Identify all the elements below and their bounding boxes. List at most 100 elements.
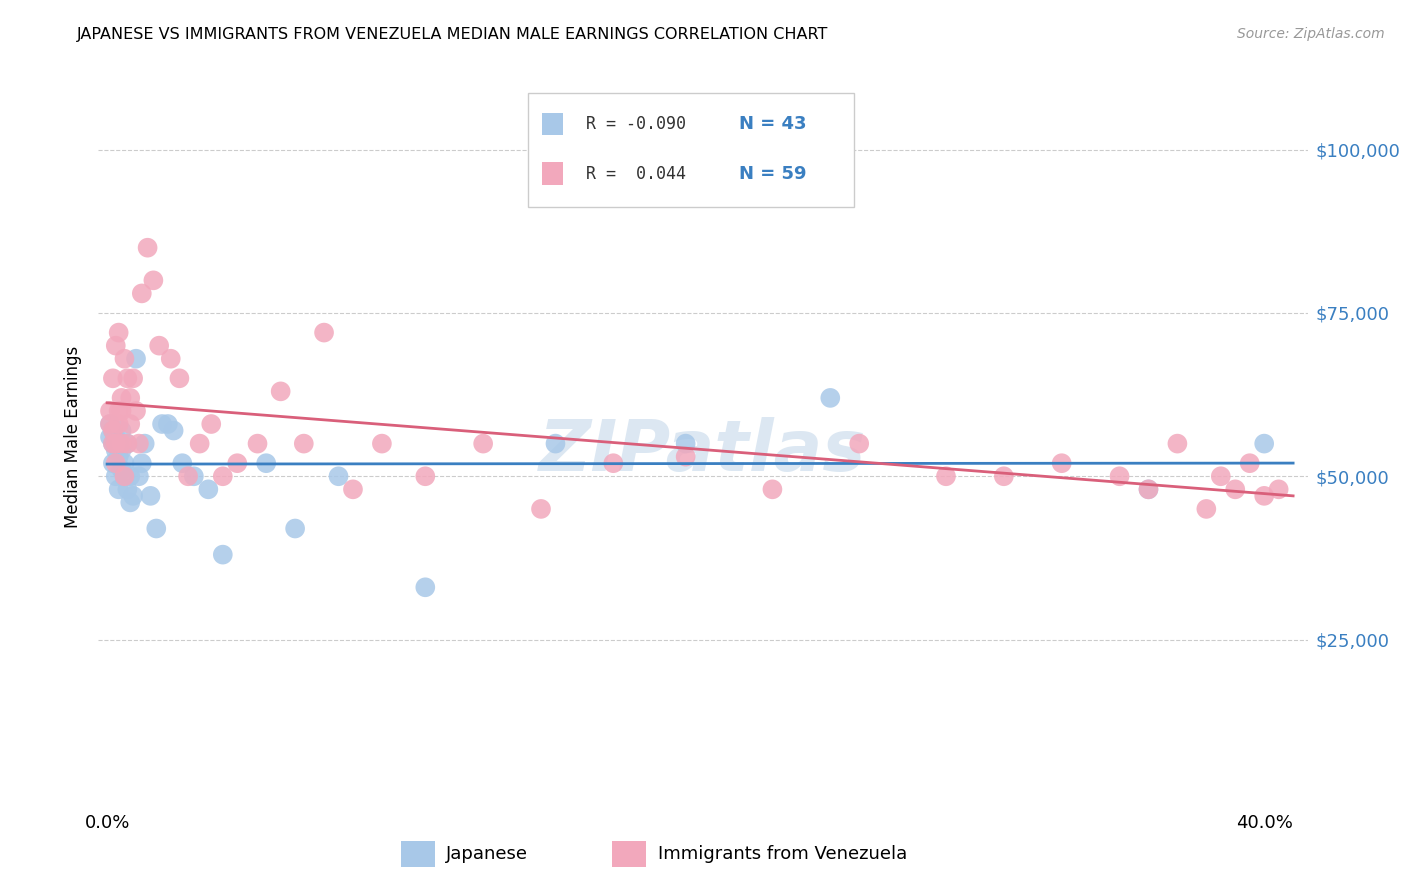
Point [117, 483, 139, 497]
Point [148, 338, 170, 352]
Point [544, 436, 567, 450]
Point [134, 436, 156, 450]
Point [1253, 436, 1275, 450]
Bar [613, 841, 647, 867]
Point [270, 384, 292, 399]
Point [1209, 469, 1232, 483]
Point [117, 436, 139, 450]
Text: N = 43: N = 43 [740, 115, 807, 133]
Point [246, 436, 269, 450]
Point [98, 404, 121, 418]
Point [284, 521, 307, 535]
Text: Source: ZipAtlas.com: Source: ZipAtlas.com [1237, 27, 1385, 41]
Point [159, 351, 181, 366]
Point [183, 469, 205, 483]
Point [98, 417, 121, 431]
Y-axis label: Median Male Earnings: Median Male Earnings [65, 346, 83, 528]
Point [131, 456, 153, 470]
Point [122, 489, 145, 503]
Text: Immigrants from Venezuela: Immigrants from Venezuela [658, 845, 907, 863]
Point [142, 273, 165, 287]
Point [110, 463, 132, 477]
Point [472, 436, 495, 450]
Text: ZIPatlas: ZIPatlas [540, 417, 866, 486]
Point [101, 436, 124, 450]
Text: R =  0.044: R = 0.044 [586, 165, 686, 183]
Point [312, 326, 335, 340]
Point [145, 521, 167, 535]
Point [114, 351, 136, 366]
Point [107, 326, 129, 340]
Point [104, 443, 127, 458]
Point [98, 417, 121, 431]
Point [1137, 483, 1160, 497]
Point [120, 417, 142, 431]
Point [1253, 489, 1275, 503]
Point [675, 450, 697, 464]
Point [131, 286, 153, 301]
Point [848, 436, 870, 450]
Point [1195, 502, 1218, 516]
Point [114, 469, 136, 483]
Point [197, 483, 219, 497]
Point [1108, 469, 1130, 483]
Point [211, 469, 233, 483]
Point [98, 430, 121, 444]
Point [136, 241, 159, 255]
Point [169, 371, 191, 385]
Point [602, 456, 624, 470]
Bar [527, 94, 855, 207]
Point [104, 469, 127, 483]
Point [530, 502, 553, 516]
Point [935, 469, 957, 483]
Point [104, 430, 127, 444]
Text: Japanese: Japanese [446, 845, 527, 863]
Point [101, 424, 124, 438]
Point [110, 391, 132, 405]
Point [150, 417, 173, 431]
Bar [401, 841, 434, 867]
Point [211, 548, 233, 562]
Point [128, 469, 150, 483]
Point [107, 483, 129, 497]
Point [104, 338, 127, 352]
Point [125, 351, 148, 366]
Point [101, 371, 124, 385]
Point [120, 495, 142, 509]
Point [226, 456, 249, 470]
Point [120, 391, 142, 405]
Point [162, 424, 184, 438]
Point [114, 469, 136, 483]
Point [114, 456, 136, 470]
Point [107, 436, 129, 450]
Point [125, 404, 148, 418]
Point [993, 469, 1015, 483]
Point [1137, 483, 1160, 497]
Point [101, 456, 124, 470]
Bar [543, 112, 564, 136]
Text: R = -0.090: R = -0.090 [586, 115, 686, 133]
Point [172, 456, 194, 470]
Point [177, 469, 200, 483]
Point [139, 489, 162, 503]
Point [328, 469, 350, 483]
Point [101, 436, 124, 450]
Point [1239, 456, 1261, 470]
Point [110, 436, 132, 450]
Text: N = 59: N = 59 [740, 165, 807, 183]
Text: JAPANESE VS IMMIGRANTS FROM VENEZUELA MEDIAN MALE EARNINGS CORRELATION CHART: JAPANESE VS IMMIGRANTS FROM VENEZUELA ME… [77, 27, 828, 42]
Bar [543, 162, 564, 185]
Point [104, 456, 127, 470]
Point [104, 436, 127, 450]
Point [122, 371, 145, 385]
Point [188, 436, 211, 450]
Point [110, 443, 132, 458]
Point [254, 456, 277, 470]
Point [107, 450, 129, 464]
Point [117, 371, 139, 385]
Point [200, 417, 222, 431]
Point [413, 580, 436, 594]
Point [120, 469, 142, 483]
Point [110, 404, 132, 418]
Point [1166, 436, 1188, 450]
